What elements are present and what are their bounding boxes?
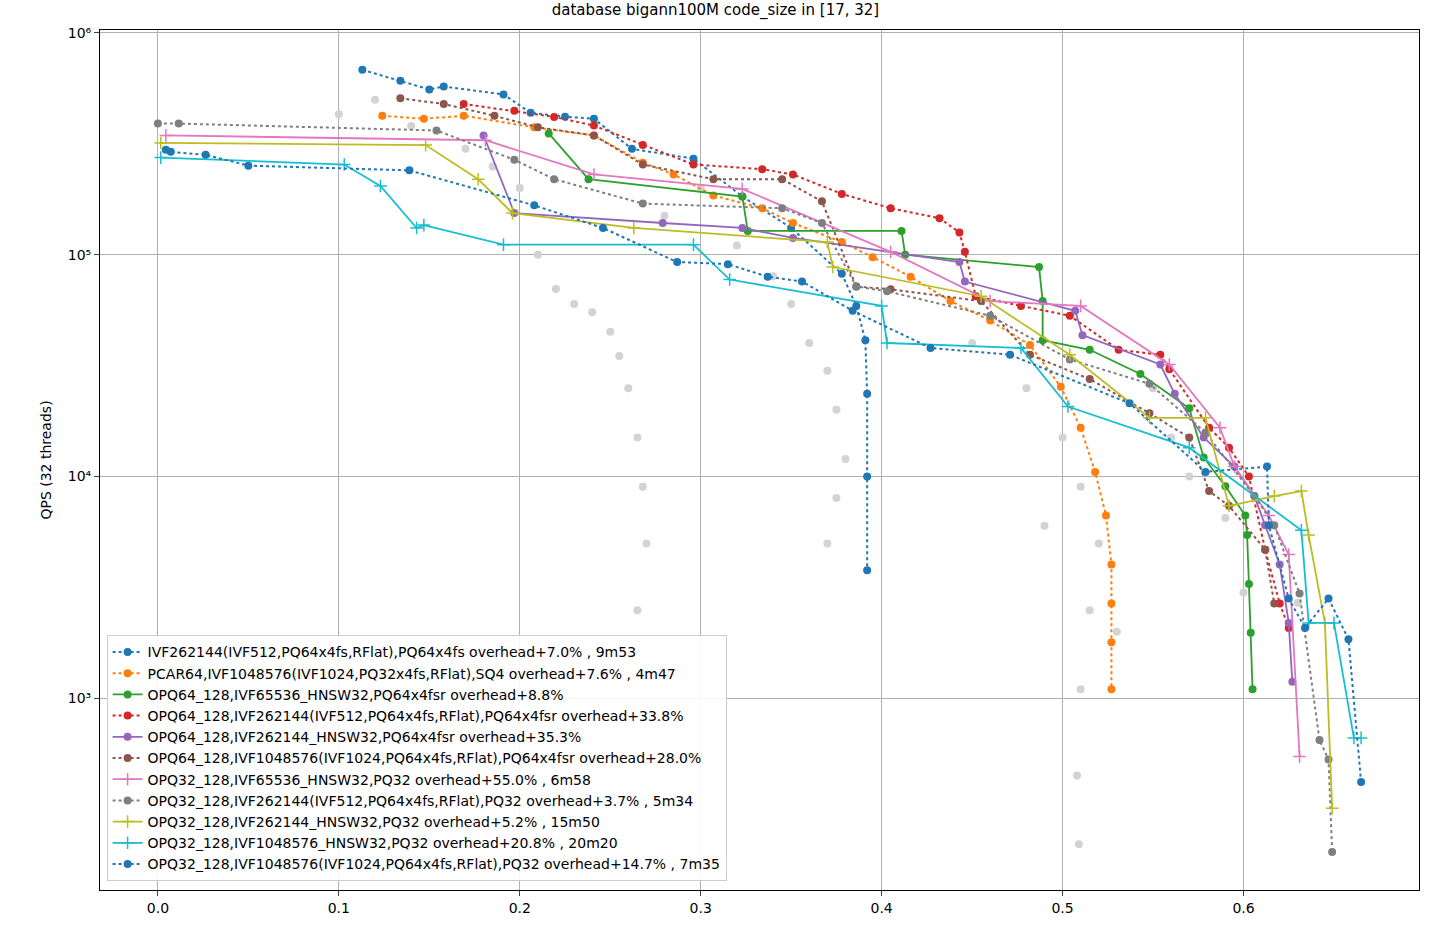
svg-text:OPQ64_128,IVF1048576(IVF1024,P: OPQ64_128,IVF1048576(IVF1024,PQ64x4fs,RF… [148,750,702,766]
svg-text:0.2: 0.2 [509,900,531,916]
svg-text:OPQ32_128,IVF1048576(IVF1024,P: OPQ32_128,IVF1048576(IVF1024,PQ64x4fs,RF… [148,856,720,872]
svg-text:0.1: 0.1 [328,900,350,916]
svg-text:10⁴: 10⁴ [68,468,92,484]
svg-text:IVF262144(IVF512,PQ64x4fs,RFla: IVF262144(IVF512,PQ64x4fs,RFlat),PQ64x4f… [148,644,636,660]
svg-text:QPS (32 threads): QPS (32 threads) [38,400,54,519]
svg-text:0.5: 0.5 [1051,900,1073,916]
svg-text:PCAR64,IVF1048576(IVF1024,PQ32: PCAR64,IVF1048576(IVF1024,PQ32x4fs,RFlat… [148,666,676,682]
svg-text:OPQ32_128,IVF262144_HNSW32,PQ3: OPQ32_128,IVF262144_HNSW32,PQ32 overhead… [148,814,600,830]
svg-text:OPQ32_128,IVF1048576_HNSW32,PQ: OPQ32_128,IVF1048576_HNSW32,PQ32 overhea… [148,835,618,851]
svg-text:OPQ64_128,IVF65536_HNSW32,PQ64: OPQ64_128,IVF65536_HNSW32,PQ64x4fsr over… [148,687,564,703]
svg-text:OPQ32_128,IVF262144(IVF512,PQ6: OPQ32_128,IVF262144(IVF512,PQ64x4fs,RFla… [148,793,694,809]
svg-text:OPQ32_128,IVF65536_HNSW32,PQ32: OPQ32_128,IVF65536_HNSW32,PQ32 overhead+… [148,772,591,788]
svg-text:0.0: 0.0 [147,900,169,916]
svg-text:10³: 10³ [68,690,91,706]
svg-text:10⁵: 10⁵ [68,247,91,263]
svg-text:OPQ64_128,IVF262144(IVF512,PQ6: OPQ64_128,IVF262144(IVF512,PQ64x4fs,RFla… [148,708,684,724]
svg-text:0.4: 0.4 [870,900,892,916]
svg-text:OPQ64_128,IVF262144_HNSW32,PQ6: OPQ64_128,IVF262144_HNSW32,PQ64x4fsr ove… [148,729,582,745]
svg-text:10⁶: 10⁶ [68,25,92,41]
svg-text:0.3: 0.3 [690,900,712,916]
svg-text:database bigann100M code_size: database bigann100M code_size in [17, 32… [552,1,879,20]
svg-text:0.6: 0.6 [1232,900,1254,916]
